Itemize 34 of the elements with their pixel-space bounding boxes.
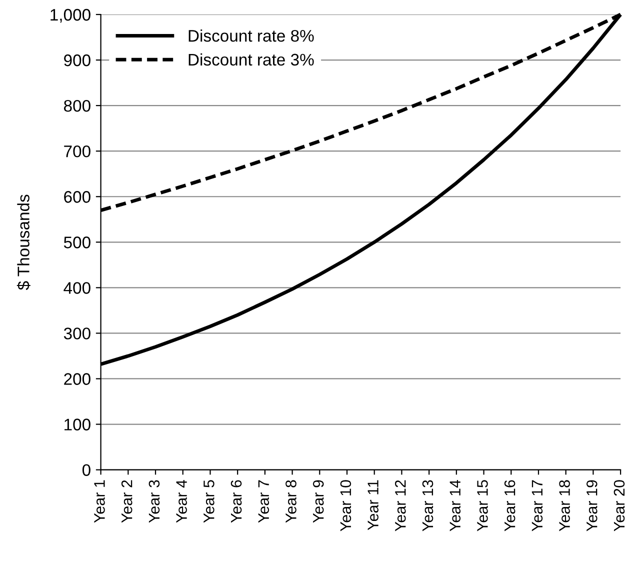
x-tick-label: Year 1 [94,480,105,523]
x-tick-label: Year 10 [340,480,352,532]
x-tick-label: Year 4 [176,480,187,523]
x-tick-label: Year 12 [394,480,406,532]
x-tick-label: Year 14 [450,480,461,532]
y-tick-label: 600 [64,191,90,203]
x-tick-label: Year 11 [368,480,378,530]
y-tick-label: 700 [64,145,90,158]
x-tick-label: Year 6 [230,480,242,523]
x-tick-label: Year 2 [121,480,132,523]
y-tick-label: 900 [64,54,90,66]
x-tick-label: Year 3 [148,480,160,523]
y-tick-label: 0 [82,464,90,476]
x-tick-label: Year 13 [422,480,434,532]
x-tick-label: Year 17 [532,480,543,532]
y-tick-label: 400 [64,282,90,294]
y-tick-label: 100 [64,418,90,430]
y-tick-label: 200 [64,373,90,385]
legend-label: Discount rate 8% [188,30,314,42]
legend-label: Discount rate 3% [188,53,314,66]
x-tick-label: Year 19 [586,480,598,532]
y-tick-label: 1,000 [50,8,90,23]
y-tick-label: 300 [64,328,90,340]
x-tick-label: Year 7 [258,480,270,523]
y-tick-label: 500 [64,236,90,248]
x-tick-label: Year 20 [614,480,625,532]
x-tick-label: Year 9 [312,480,324,523]
x-tick-label: Year 8 [286,480,296,523]
x-tick-label: Year 5 [204,480,214,523]
x-tick-label: Year 16 [504,480,516,532]
y-axis-title: $ Thousands [16,194,30,290]
x-tick-label: Year 15 [477,480,488,532]
x-tick-label: Year 18 [559,480,570,532]
y-tick-label: 800 [64,100,90,112]
